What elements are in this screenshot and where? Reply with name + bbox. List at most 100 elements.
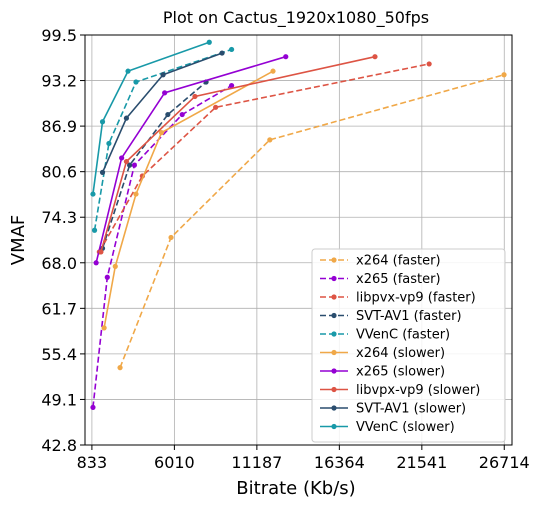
data-point <box>117 365 123 371</box>
data-point <box>90 404 96 410</box>
data-point <box>228 46 235 53</box>
y-tick-label: 49.1 <box>41 390 77 409</box>
legend-label: x264 (slower) <box>356 346 445 361</box>
x-tick-label: 16364 <box>314 453 365 472</box>
data-point <box>228 83 235 89</box>
legend-marker <box>331 312 337 319</box>
data-point <box>192 93 198 100</box>
legend: x264 (faster) x265 (faster) libpvx-vp9 (fa… <box>311 248 506 443</box>
series-4 <box>91 46 235 233</box>
y-tick-label: 61.7 <box>41 299 77 318</box>
legend-marker <box>331 275 337 282</box>
x-axis-label: Bitrate (Kb/s) <box>236 478 355 499</box>
data-point <box>213 104 219 110</box>
x-tick-label: 11187 <box>231 453 282 472</box>
data-point <box>106 140 112 147</box>
series-line <box>103 70 274 328</box>
grid-lines <box>85 34 512 446</box>
data-point <box>112 263 118 269</box>
legend-marker <box>331 368 337 374</box>
legend-item: x265 (faster) <box>320 272 441 287</box>
data-point <box>123 115 130 121</box>
x-tick-label: 833 <box>77 453 108 472</box>
data-point <box>372 54 378 60</box>
data-point <box>131 162 137 168</box>
legend-label: x265 (faster) <box>356 272 441 287</box>
data-point <box>158 130 165 136</box>
data-point <box>179 111 185 118</box>
y-tick-label: 93.2 <box>41 72 77 91</box>
data-point <box>283 54 289 60</box>
legend-item: libpvx-vp9 (faster) <box>320 291 476 306</box>
legend-label: x265 (slower) <box>356 365 445 380</box>
data-point <box>165 111 171 118</box>
series-line <box>100 55 376 253</box>
x-tick-label: 21541 <box>396 453 447 472</box>
y-tick-label: 42.8 <box>41 436 77 455</box>
series-7 <box>98 54 378 255</box>
data-point <box>219 50 225 56</box>
series-8 <box>99 50 225 175</box>
legend-label: SVT-AV1 (faster) <box>356 309 462 324</box>
data-point <box>206 39 212 45</box>
legend-marker <box>331 386 337 393</box>
data-point <box>133 191 139 197</box>
series-0 <box>117 72 507 371</box>
series-line <box>119 73 505 368</box>
series-layer <box>90 39 507 410</box>
legend-item: libvpx-vp9 (slower) <box>320 383 480 398</box>
legend-marker <box>331 349 337 356</box>
data-point <box>426 61 432 67</box>
data-point <box>168 234 174 241</box>
legend-item: SVT-AV1 (slower) <box>320 402 466 417</box>
series-line <box>101 52 223 173</box>
legend-marker <box>331 331 337 337</box>
legend-marker <box>331 423 337 430</box>
data-point <box>127 162 133 168</box>
data-point <box>101 325 107 331</box>
data-point <box>91 227 98 233</box>
data-point <box>99 119 106 125</box>
legend-label: VVenC (faster) <box>356 328 450 343</box>
legend-item: SVT-AV1 (faster) <box>320 309 462 324</box>
series-line <box>95 55 286 263</box>
y-tick-label: 55.4 <box>41 345 77 364</box>
legend-item: x264 (slower) <box>320 346 445 361</box>
legend-item: x264 (faster) <box>320 254 441 269</box>
legend-label: x264 (faster) <box>356 254 441 269</box>
series-line <box>92 41 210 195</box>
plot-frame <box>84 34 513 446</box>
chart-title: Plot on Cactus_1920x1080_50fps <box>163 8 429 28</box>
data-point <box>99 169 106 175</box>
x-tick-label: 26714 <box>479 453 530 472</box>
series-line <box>93 48 232 231</box>
legend-marker <box>331 405 337 411</box>
data-point <box>125 68 131 74</box>
legend-label: SVT-AV1 (slower) <box>356 402 466 417</box>
data-point <box>98 249 104 255</box>
series-line <box>98 63 430 253</box>
legend-label: VVenC (slower) <box>356 420 455 435</box>
x-tick-label: 6010 <box>154 453 195 472</box>
y-tick-label: 74.3 <box>41 208 77 227</box>
legend-box <box>311 248 506 443</box>
y-tick-label: 80.6 <box>41 163 77 182</box>
data-point <box>123 158 130 165</box>
legend-label: libvpx-vp9 (slower) <box>356 383 480 398</box>
x-axis: 833 6010 11187 16364 21541 26714 <box>77 445 530 472</box>
data-point <box>270 68 276 74</box>
data-point <box>90 191 96 197</box>
series-9 <box>90 39 212 197</box>
legend-item: x265 (slower) <box>320 365 445 380</box>
series-6 <box>93 54 289 266</box>
legend-item: VVenC (slower) <box>320 420 455 435</box>
data-point <box>104 274 110 280</box>
data-point <box>160 72 166 78</box>
legend-marker <box>331 257 337 263</box>
y-axis-label: VMAF <box>8 215 29 266</box>
series-2 <box>96 61 432 255</box>
series-5 <box>101 68 276 331</box>
data-point <box>267 137 273 143</box>
